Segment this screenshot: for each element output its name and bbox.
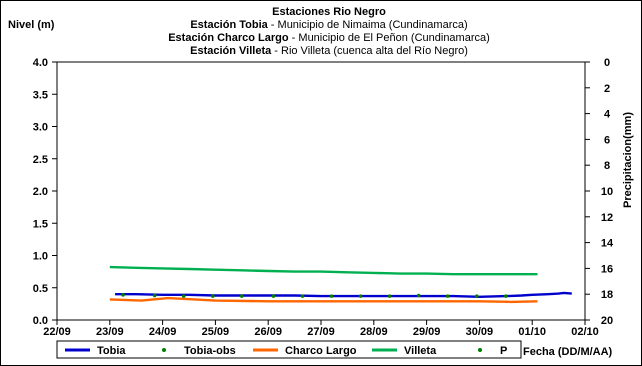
series-tobia-obs-point bbox=[181, 294, 186, 298]
x-tick-label: 26/09 bbox=[254, 326, 282, 338]
x-tick-label: 02/10 bbox=[571, 326, 599, 338]
plot-area bbox=[56, 61, 586, 321]
legend-swatch-tobia-obs bbox=[162, 348, 166, 352]
series-tobia-line bbox=[115, 291, 572, 298]
legend bbox=[56, 340, 522, 359]
y-axis-label: Nivel (m) bbox=[8, 19, 55, 31]
series-layer bbox=[109, 265, 572, 304]
series-tobia-obs-point bbox=[474, 294, 479, 298]
y2-tick-label: 8 bbox=[604, 160, 610, 172]
y2-tick-label: 18 bbox=[601, 289, 613, 301]
series-tobia-obs-point bbox=[210, 294, 215, 298]
y2-tick-label: 0 bbox=[604, 57, 610, 69]
series-tobia-obs-point bbox=[416, 293, 421, 298]
title-line-3: Estación Charco Largo - Municipio de El … bbox=[168, 32, 490, 44]
legend-label-tobia-obs: Tobia-obs bbox=[184, 345, 236, 357]
y2-tick-label: 2 bbox=[604, 83, 610, 95]
series-tobia-obs-point bbox=[152, 293, 157, 298]
y-tick-label: 0.0 bbox=[33, 315, 48, 327]
y-tick-label: 2.0 bbox=[33, 186, 48, 198]
legend-label-tobia: Tobia bbox=[97, 345, 126, 357]
y2-tick-label: 6 bbox=[604, 134, 610, 146]
y-axis: 0.0 0.5 1.0 1.5 2.0 2.5 3.0 3.5 4.0 bbox=[33, 57, 57, 327]
y2-axis-label: Precipitacion(mm) bbox=[622, 112, 634, 208]
series-tobia-obs-point bbox=[300, 294, 305, 298]
x-tick-label: 23/09 bbox=[96, 326, 124, 338]
series-tobia-obs-point bbox=[504, 294, 508, 298]
x-axis: 22/09 23/09 24/09 25/09 26/09 27/09 28/09 29/09… bbox=[43, 320, 599, 338]
legend-label-charco-largo: Charco Largo bbox=[285, 345, 357, 357]
y2-tick-label: 14 bbox=[601, 238, 614, 250]
y-tick-label: 4.0 bbox=[33, 57, 48, 69]
x-tick-label: 30/09 bbox=[466, 326, 494, 338]
series-tobia-obs-point bbox=[358, 294, 363, 298]
y-tick-label: 1.0 bbox=[33, 251, 48, 263]
y2-tick-label: 16 bbox=[601, 263, 613, 275]
series-tobia-obs-point bbox=[387, 294, 392, 298]
legend-label-p: P bbox=[500, 345, 507, 357]
x-tick-label: 27/09 bbox=[307, 326, 335, 338]
y2-tick-label: 20 bbox=[601, 315, 613, 327]
y2-tick-label: 10 bbox=[601, 186, 613, 198]
y2-tick-label: 4 bbox=[604, 109, 611, 121]
series-villeta-line bbox=[109, 265, 538, 276]
series-tobia-obs-point bbox=[329, 294, 334, 298]
y-tick-label: 2.5 bbox=[33, 154, 48, 166]
y2-axis: 0 2 4 6 8 10 12 14 16 18 20 bbox=[585, 57, 614, 327]
chart-title: Estaciones Rio Negro Estación Tobia - Mu… bbox=[168, 6, 490, 57]
x-tick-label: 24/09 bbox=[149, 326, 177, 338]
series-tobia-obs-point bbox=[240, 294, 244, 298]
legend-swatch-p bbox=[478, 348, 482, 352]
series-tobia-obs-point bbox=[445, 294, 450, 298]
y-tick-label: 1.5 bbox=[33, 218, 48, 230]
y2-tick-label: 12 bbox=[601, 212, 613, 224]
title-line-1: Estaciones Rio Negro bbox=[272, 6, 386, 18]
y-tick-label: 3.5 bbox=[33, 89, 48, 101]
title-line-4: Estación Villeta - Rio Villeta (cuenca a… bbox=[190, 45, 468, 57]
x-axis-label: Fecha (DD/M/AA) bbox=[523, 346, 613, 358]
legend-items: Tobia Tobia-obs Charco Largo Villeta P bbox=[65, 345, 507, 357]
x-tick-label: 25/09 bbox=[202, 326, 230, 338]
x-tick-label: 01/10 bbox=[518, 326, 546, 338]
y-tick-label: 3.0 bbox=[33, 122, 48, 134]
legend-label-villeta: Villeta bbox=[404, 345, 437, 357]
series-charco-largo-line bbox=[109, 296, 538, 304]
series-tobia-obs-point bbox=[271, 294, 276, 298]
title-line-2: Estación Tobia - Municipio de Nimaima (C… bbox=[190, 19, 467, 31]
series-tobia-obs-point bbox=[121, 293, 125, 297]
x-tick-label: 29/09 bbox=[413, 326, 441, 338]
x-tick-label: 22/09 bbox=[43, 326, 71, 338]
x-tick-label: 28/09 bbox=[360, 326, 388, 338]
y-tick-label: 0.5 bbox=[33, 283, 48, 295]
